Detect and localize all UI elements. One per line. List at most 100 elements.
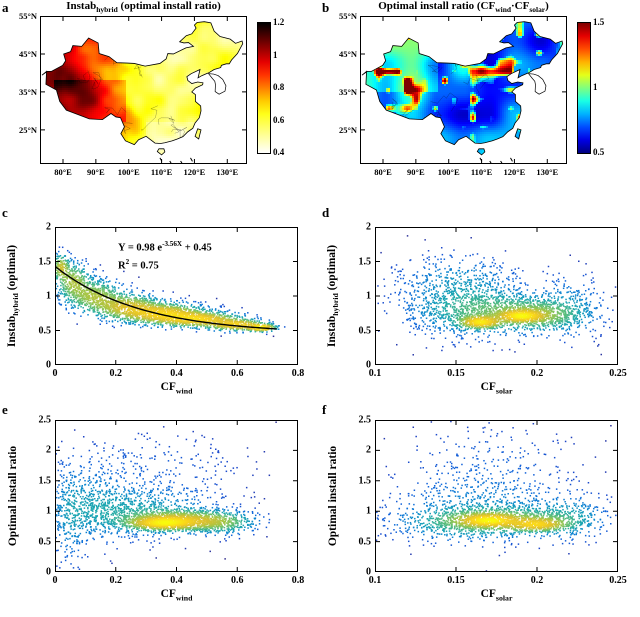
x-axis-label: CFwind	[160, 381, 193, 396]
y-tick-label: 2	[366, 221, 371, 233]
panel-label: e	[2, 402, 8, 417]
y-tick-label: 0.5	[358, 536, 372, 548]
y-tick-label: 2.5	[38, 414, 52, 426]
lat-tick-label: 35°N	[338, 86, 357, 97]
lon-tick-label: 110°E	[470, 167, 493, 177]
x-tick-label: 0.1	[368, 575, 382, 586]
y-tick-label: 1	[46, 290, 51, 302]
y-tick-label: 0.5	[38, 536, 52, 548]
x-tick-label: 0.25	[609, 368, 627, 379]
y-tick-label: 0.5	[38, 325, 52, 336]
map-canvas-a	[40, 16, 247, 164]
x-tick-label: 0	[52, 575, 58, 586]
panel-label: f	[322, 402, 327, 417]
panel-label: a	[2, 0, 9, 15]
y-axis-label: Optimal install ratio	[7, 445, 19, 547]
y-tick-label: 1.5	[358, 475, 372, 487]
panel-c: c Instabhybrid (optimal) Y = 0.98 e-3.56…	[0, 205, 320, 402]
lon-tick-label: 110°E	[150, 167, 173, 177]
y-tick-label: 0.5	[358, 325, 372, 336]
x-tick-label: 0.4	[170, 368, 183, 379]
fit-equation: Y = 0.98 e-3.56X + 0.45 R2 = 0.75	[118, 240, 212, 272]
lat-tick-label: 25°N	[338, 124, 357, 135]
lat-tick-label: 55°N	[18, 11, 37, 21]
scatter-canvas-d	[375, 227, 618, 365]
lon-tick-label: 80°E	[374, 167, 392, 177]
lon-tick-label: 100°E	[437, 167, 460, 177]
panel-f: f Optimal install ratio CFsolar 0.1 0.15 0…	[320, 402, 640, 617]
lat-tick-label: 45°N	[18, 48, 37, 59]
y-tick-label: 1.5	[38, 475, 52, 487]
colorbar-tick-label: 0.6	[273, 114, 285, 125]
lat-tick-label: 25°N	[18, 124, 37, 135]
y-tick-label: 2.5	[358, 414, 372, 426]
x-tick-label: 0.6	[231, 575, 244, 586]
x-axis-label: CFwind	[160, 588, 193, 603]
lat-tick-label: 45°N	[338, 48, 357, 59]
x-tick-label: 0.2	[530, 368, 544, 379]
panel-title: Instabhybrid (optimal install ratio)	[66, 0, 221, 15]
lon-tick-label: 90°E	[407, 167, 425, 177]
panel-label: b	[322, 0, 330, 15]
lon-tick-label: 90°E	[87, 167, 105, 177]
lat-tick-label: 55°N	[338, 11, 357, 21]
scatter-canvas-f	[375, 420, 618, 572]
colorbar-tick-label: 0.5	[593, 147, 605, 157]
panel-a: a Instabhybrid (optimal install ratio) 8…	[0, 0, 320, 203]
colorbar-a	[257, 22, 271, 154]
y-tick-label: 0	[46, 566, 51, 578]
y-tick-label: 1	[46, 505, 51, 517]
lat-tick-label: 35°N	[18, 86, 37, 97]
colorbar-tick-label: 1.5	[593, 17, 605, 27]
panel-d: d Instabhybrid (optimal) CFsolar 0.1 0.15…	[320, 205, 640, 402]
y-tick-label: 2	[366, 444, 371, 456]
x-tick-label: 0.2	[109, 368, 123, 379]
lon-tick-label: 120°E	[503, 167, 526, 177]
lon-tick-label: 130°E	[216, 167, 239, 177]
x-tick-label: 0.15	[447, 575, 465, 586]
x-tick-label: 0.2	[109, 575, 123, 586]
x-tick-label: 0.6	[231, 368, 244, 379]
colorbar-tick-label: 0.8	[273, 82, 285, 92]
y-tick-label: 1	[366, 505, 371, 517]
y-axis-label: Instabhybrid (optimal)	[325, 244, 341, 348]
x-tick-label: 0.25	[609, 575, 627, 586]
panel-e: e Optimal install ratio CFwind 0 0.2 0.4 0.…	[0, 402, 320, 617]
panel-b: b Optimal install ratio (CFwind·CFsolar)…	[320, 0, 640, 203]
panel-title: Optimal install ratio (CFwind·CFsolar)	[378, 0, 549, 15]
colorbar-tick-label: 1	[273, 49, 278, 60]
x-axis-label: CFsolar	[480, 381, 513, 396]
colorbar-tick-label: 1	[593, 82, 598, 92]
x-tick-label: 0.8	[291, 575, 305, 586]
lon-tick-label: 80°E	[54, 167, 72, 177]
lon-tick-label: 100°E	[117, 167, 140, 177]
y-tick-label: 1	[366, 290, 371, 302]
x-axis-label: CFsolar	[480, 588, 513, 603]
colorbar-tick-label: 0.4	[273, 147, 285, 157]
y-tick-label: 2	[46, 221, 51, 233]
y-axis-label: Optimal install ratio	[327, 445, 339, 547]
y-tick-label: 0	[366, 359, 371, 371]
y-tick-label: 0	[46, 359, 51, 371]
x-tick-label: 0.8	[291, 368, 305, 379]
y-axis-label: Instabhybrid (optimal)	[5, 244, 21, 348]
x-tick-label: 0.4	[170, 575, 183, 586]
panel-label: d	[322, 205, 330, 220]
panel-label: c	[2, 205, 8, 220]
colorbar-tick-label: 1.2	[273, 17, 285, 27]
scatter-canvas-c	[55, 227, 298, 365]
x-tick-label: 0.2	[530, 575, 544, 586]
y-tick-label: 1.5	[358, 256, 372, 267]
lon-tick-label: 120°E	[183, 167, 206, 177]
scatter-canvas-e	[55, 420, 298, 572]
map-canvas-b	[360, 16, 567, 164]
y-tick-label: 1.5	[38, 256, 52, 267]
y-tick-label: 0	[366, 566, 371, 578]
x-tick-label: 0	[52, 368, 58, 379]
y-tick-label: 2	[46, 444, 51, 456]
colorbar-b	[577, 22, 591, 154]
x-tick-label: 0.1	[368, 368, 382, 379]
x-tick-label: 0.15	[447, 368, 465, 379]
lon-tick-label: 130°E	[536, 167, 559, 177]
